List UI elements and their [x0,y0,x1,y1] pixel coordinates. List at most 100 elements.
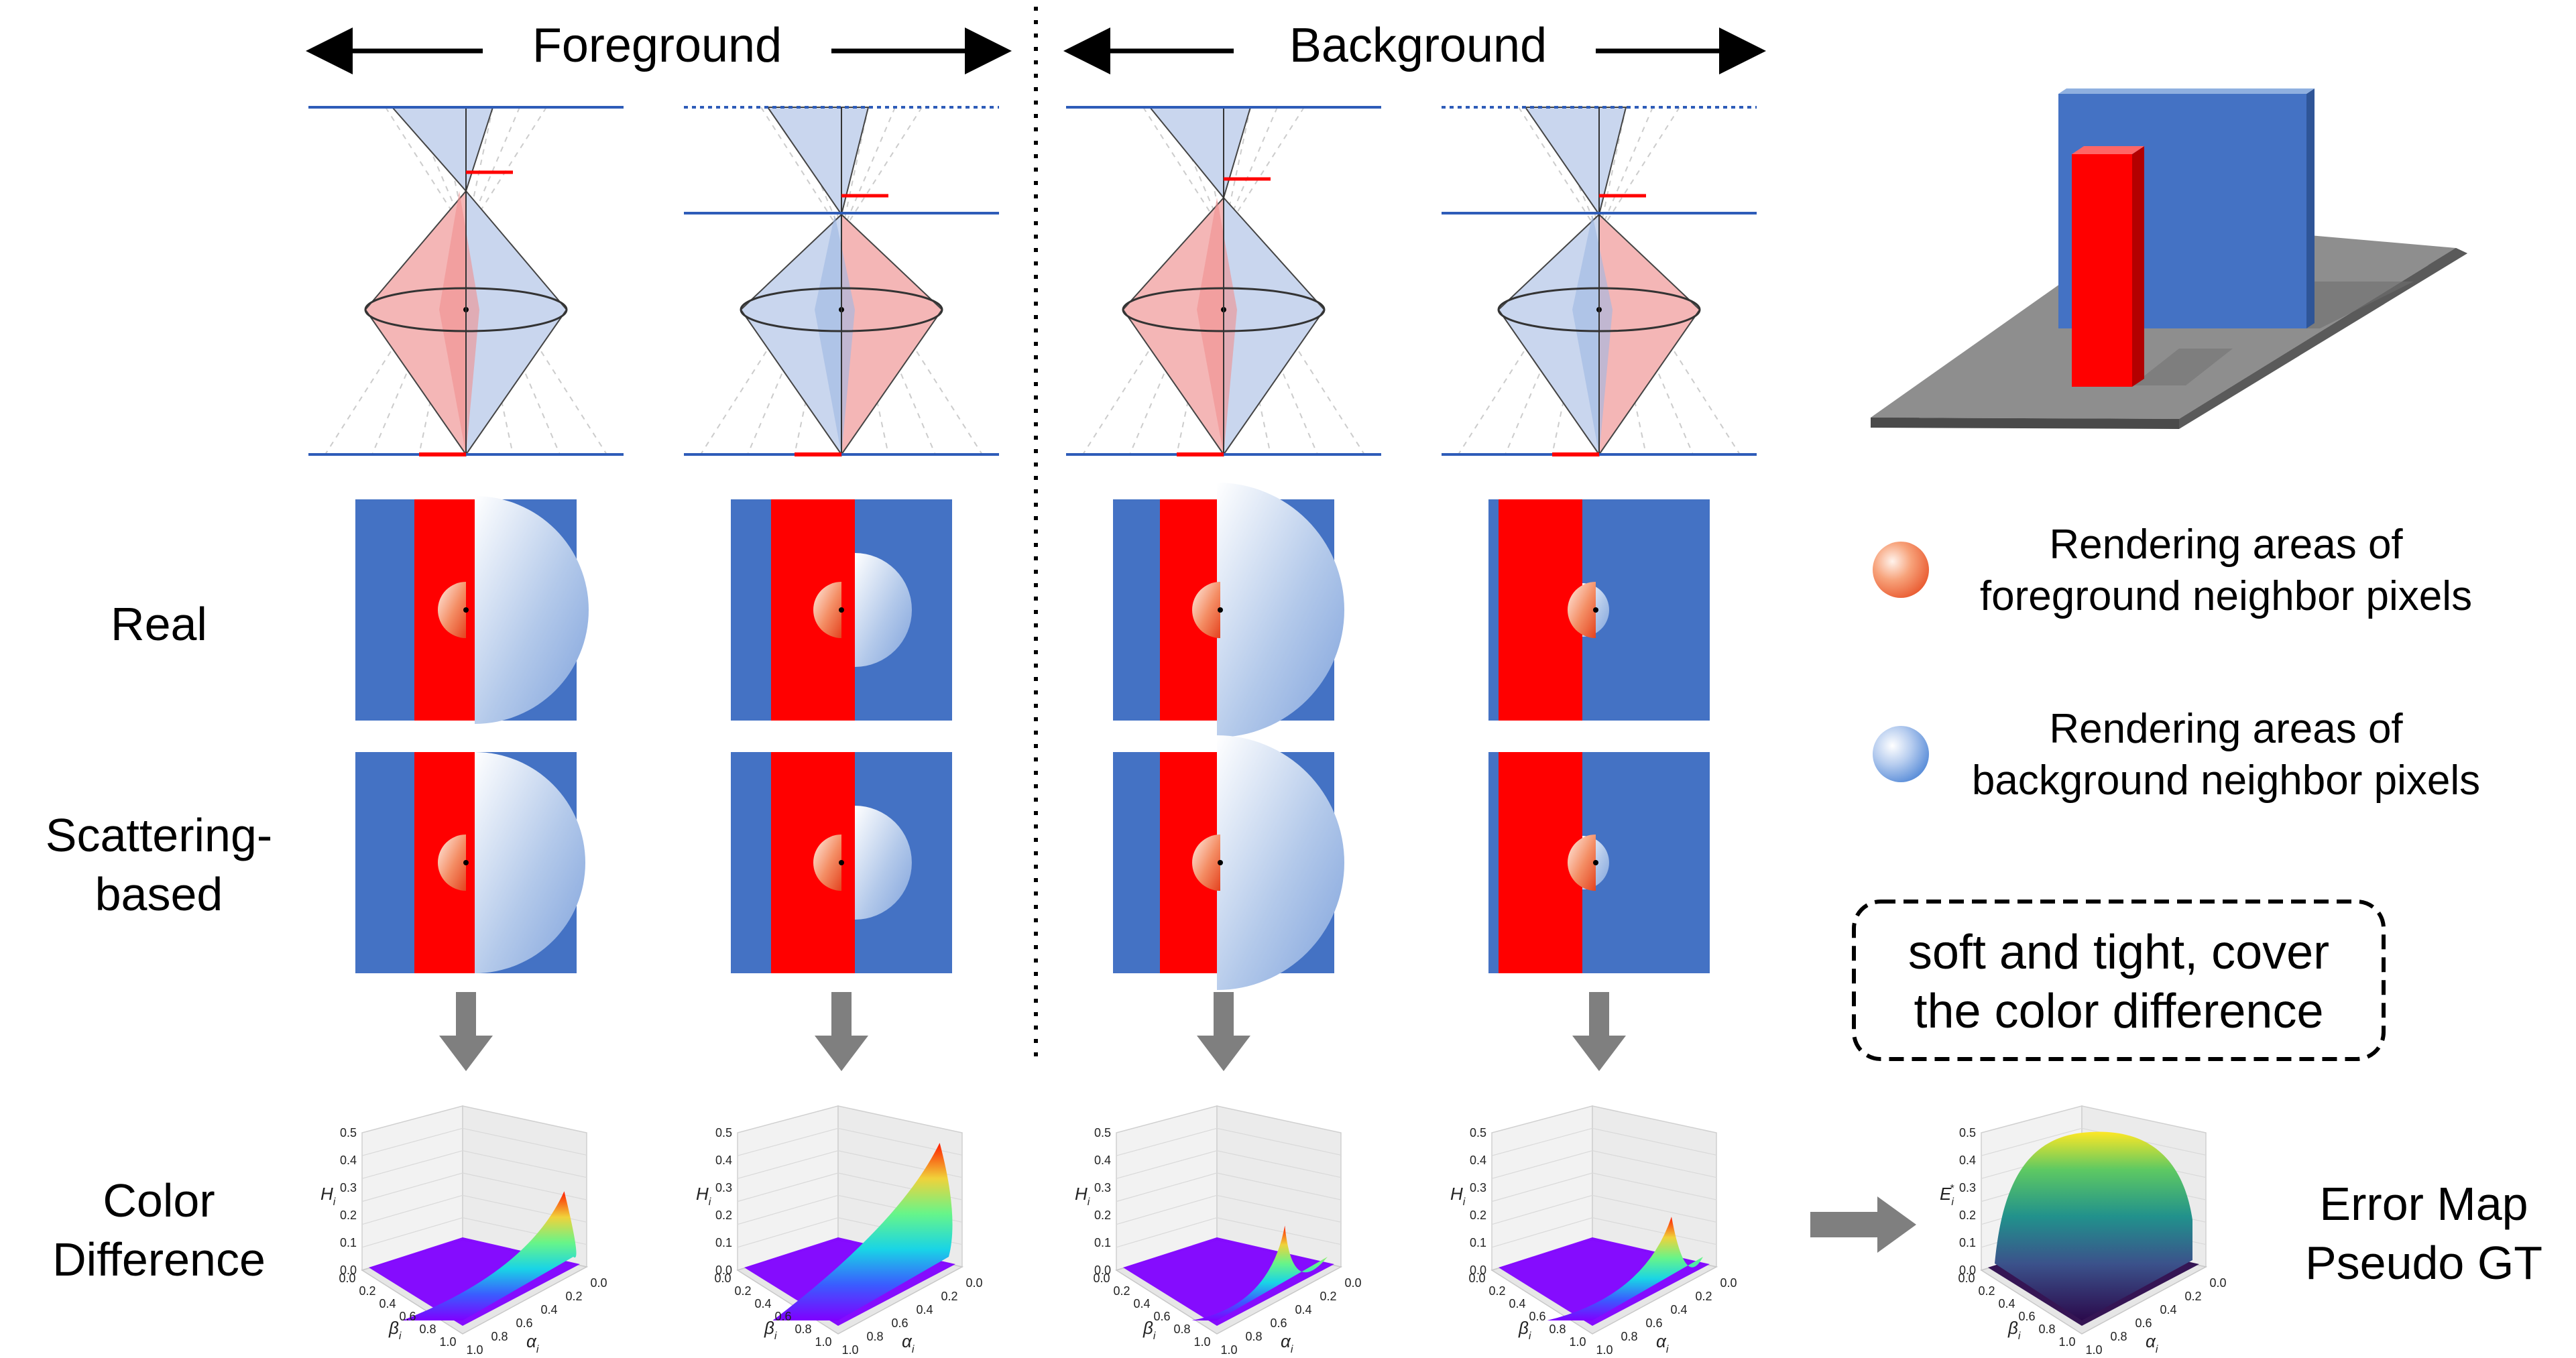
z-tick: 0.2 [340,1209,357,1222]
render-patches [355,483,1710,990]
x-tick: 0.2 [1320,1290,1336,1303]
y-tick: 1.0 [1193,1335,1210,1349]
y-tick: 0.2 [1978,1284,1995,1298]
scattering-patch-3 [1113,735,1344,990]
z-tick: 0.3 [715,1181,732,1194]
row-label-real: Real [111,598,207,650]
legend-blue-swatch [1873,726,1929,782]
x-tick: 0.6 [2135,1316,2152,1330]
z-tick: 0.3 [1470,1181,1486,1194]
ray-diagram-3 [1066,106,1381,457]
z-axis-label: Hi [1075,1184,1090,1208]
y-tick: 1.0 [815,1335,831,1349]
real-patch-2 [731,499,952,721]
row-label-scattering-1: Scattering- [46,809,272,861]
z-tick: 0.3 [340,1181,357,1194]
y-tick: 0.2 [1113,1284,1130,1298]
scene-floor-front [1871,418,2179,429]
ray-diagrams [308,106,1757,457]
scattering-patch-1 [355,752,585,973]
down-arrow-3 [1197,992,1250,1071]
down-arrow-4 [1572,992,1626,1071]
blue-wall-side [2306,88,2315,328]
x-tick: 0.2 [565,1290,582,1303]
z-tick: 0.0 [1094,1263,1111,1277]
x-tick: 1.0 [2085,1343,2102,1357]
x-tick: 1.0 [1596,1343,1613,1357]
scattering-patch-4 [1488,752,1710,973]
x-tick: 0.0 [965,1276,982,1290]
y-axis-label: βi [2007,1318,2021,1342]
x-tick: 0.4 [916,1303,933,1316]
x-tick: 0.0 [2209,1276,2226,1290]
y-axis-label: βi [764,1318,777,1342]
y-tick: 0.2 [734,1284,751,1298]
x-tick: 1.0 [466,1343,483,1357]
y-tick: 0.6 [1153,1310,1170,1323]
z-tick: 0.4 [340,1154,357,1167]
note-box-border [1852,900,2386,1061]
y-tick: 0.8 [419,1322,436,1336]
y-tick: 0.6 [399,1310,416,1323]
x-tick: 0.0 [1720,1276,1737,1290]
foreground-title: Foreground [532,19,782,72]
z-axis-label: Hi [1450,1184,1466,1208]
down-arrow-2 [815,992,868,1071]
scene-3d [1871,88,2467,429]
x-tick: 0.8 [1621,1330,1637,1343]
red-pillar-top [2072,146,2144,154]
z-tick: 0.0 [340,1263,357,1277]
y-tick: 1.0 [439,1335,456,1349]
x-axis-label: αi [902,1331,915,1355]
y-tick: 0.4 [754,1297,771,1310]
z-axis-label: Hi [696,1184,711,1208]
y-tick: 0.8 [1173,1322,1190,1336]
row-labels: Real Scattering- based Color Difference [46,598,272,1286]
error-map-label: Error Map Pseudo GT [2305,1178,2542,1289]
z-tick: 0.5 [1959,1126,1976,1139]
y-axis-label: βi [1518,1318,1531,1342]
legend-fg-line1: Rendering areas of [2049,521,2403,568]
y-tick: 0.8 [2038,1322,2055,1336]
legend-bg-line2: background neighbor pixels [1972,757,2480,804]
y-tick: 0.0 [1093,1272,1110,1285]
red-pillar-shadow [2132,349,2233,385]
y-tick: 0.0 [714,1272,731,1285]
down-arrows [439,992,1626,1071]
y-tick: 0.6 [774,1310,791,1323]
x-axis-label: αi [2146,1331,2158,1355]
z-tick: 0.1 [1470,1236,1486,1249]
note-line1: soft and tight, cover [1908,926,2329,979]
z-axis-label: Hi [320,1184,336,1208]
x-tick: 0.6 [1645,1316,1662,1330]
x-tick: 0.8 [491,1330,508,1343]
real-patch-1 [355,496,589,724]
y-tick: 0.0 [1468,1272,1485,1285]
y-tick: 0.0 [1958,1272,1975,1285]
x-tick: 0.4 [1670,1303,1687,1316]
x-tick: 0.8 [2110,1330,2127,1343]
legend-orange-swatch [1873,542,1929,598]
y-tick: 0.8 [1549,1322,1566,1336]
color-difference-plot-3: 0.00.10.20.30.40.51.00.80.60.40.20.00.00… [1075,1105,1362,1357]
z-tick: 0.3 [1094,1181,1111,1194]
z-tick: 0.1 [340,1236,357,1249]
background-title: Background [1289,19,1547,72]
x-axis-label: αi [526,1331,539,1355]
z-tick: 0.5 [1470,1126,1486,1139]
z-tick: 0.1 [715,1236,732,1249]
x-tick: 0.0 [1344,1276,1361,1290]
z-tick: 0.2 [1094,1209,1111,1222]
x-tick: 0.4 [1295,1303,1311,1316]
x-tick: 0.2 [941,1290,957,1303]
z-tick: 0.0 [1470,1263,1486,1277]
legend: Rendering areas of foreground neighbor p… [1873,521,2480,804]
z-tick: 0.5 [340,1126,357,1139]
x-tick: 0.8 [866,1330,883,1343]
ray-diagram-4 [1442,106,1757,457]
z-tick: 0.4 [1094,1154,1111,1167]
color-difference-plot-4: 0.00.10.20.30.40.51.00.80.60.40.20.00.00… [1450,1105,1737,1357]
note-box: soft and tight, cover the color differen… [1852,900,2386,1061]
to-error-map-arrow [1810,1196,1916,1253]
x-axis-label: αi [1281,1331,1293,1355]
